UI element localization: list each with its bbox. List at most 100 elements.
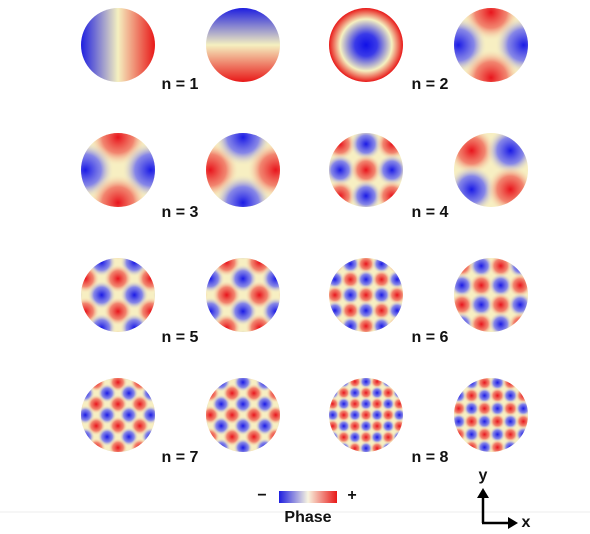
lobe	[284, 401, 311, 428]
lobe	[336, 408, 351, 422]
lobe	[108, 438, 128, 452]
lobe	[340, 269, 361, 290]
lobe	[349, 153, 383, 187]
mode-label: n = 5	[162, 329, 199, 346]
lobe	[103, 329, 133, 332]
lobe	[462, 49, 520, 82]
mode-pattern	[454, 8, 528, 82]
lobe	[381, 385, 396, 400]
lobe	[159, 401, 186, 428]
lobe	[463, 387, 480, 404]
lobe	[329, 258, 345, 274]
lobe	[359, 441, 373, 452]
lobe	[87, 313, 116, 332]
mode-label: n = 4	[412, 204, 449, 221]
lobe	[371, 300, 392, 321]
lobe	[387, 300, 403, 321]
lobe	[336, 419, 351, 433]
lobe	[375, 153, 403, 187]
lobe	[266, 405, 280, 425]
lobe	[489, 400, 506, 417]
lobe	[370, 419, 384, 433]
lobe	[486, 165, 528, 207]
mode-pattern	[206, 133, 280, 207]
lobe	[340, 300, 361, 321]
mode-pattern	[454, 378, 528, 452]
lobe	[206, 280, 209, 310]
mode-bg	[454, 378, 528, 452]
lobe	[476, 387, 493, 404]
lobes	[50, 347, 186, 483]
lobe	[329, 316, 345, 332]
lobe	[454, 378, 467, 391]
lobe	[336, 430, 351, 445]
lobe	[349, 179, 383, 207]
colorbar-label: Phase	[284, 509, 331, 526]
lobe	[392, 408, 403, 422]
lobe	[81, 280, 84, 310]
mode-pattern	[329, 133, 403, 207]
lobes	[206, 133, 280, 207]
lobe	[359, 430, 373, 445]
mode-label: n = 2	[412, 76, 449, 93]
lobe	[359, 419, 373, 433]
mode-pattern	[329, 258, 403, 332]
lobe	[489, 387, 506, 404]
lobe	[229, 456, 256, 483]
x-arrow-head	[508, 517, 518, 529]
colorbar-minus: −	[257, 487, 266, 504]
mode-pattern	[329, 378, 403, 452]
mode-pattern	[206, 8, 280, 82]
lobe	[356, 300, 376, 321]
lobe	[104, 456, 131, 483]
mode-pattern	[50, 347, 186, 483]
lobe	[103, 258, 133, 261]
lobe	[489, 413, 506, 430]
lobe	[329, 285, 345, 305]
lobe	[381, 419, 396, 433]
lobe	[387, 316, 403, 332]
y-arrow-head	[477, 488, 489, 498]
lobe	[261, 264, 280, 293]
mode-pattern	[206, 258, 280, 332]
lobe	[247, 141, 280, 199]
mode-fill	[329, 8, 403, 82]
mode-label: n = 3	[162, 204, 199, 221]
lobe	[381, 430, 396, 445]
lobe	[359, 385, 373, 400]
lobe	[469, 292, 494, 317]
lobes	[81, 133, 155, 207]
mode-pattern	[81, 8, 155, 82]
mode-label: n = 8	[412, 449, 449, 466]
lobe	[359, 397, 373, 411]
lobe	[89, 174, 147, 207]
lobes	[329, 133, 403, 207]
lobes	[81, 258, 155, 332]
mode-pattern	[454, 258, 528, 332]
lobe	[392, 385, 403, 400]
lobes	[454, 8, 528, 82]
lobe	[359, 408, 373, 422]
mode-pattern	[329, 8, 403, 82]
lobe	[375, 179, 403, 207]
lobe	[515, 426, 528, 443]
lobe	[104, 347, 131, 374]
lobe	[120, 313, 149, 332]
y-axis-label: y	[479, 467, 488, 484]
lobe	[261, 297, 280, 326]
lobe	[502, 387, 519, 404]
lobe	[463, 400, 480, 417]
lobe	[476, 426, 493, 443]
lobe	[50, 401, 77, 428]
lobe	[469, 273, 494, 298]
lobe	[515, 378, 528, 391]
lobe	[371, 316, 392, 332]
lobe	[329, 441, 340, 452]
lobe	[381, 408, 396, 422]
lobe	[348, 419, 362, 433]
lobe	[370, 430, 384, 445]
lobe	[463, 413, 480, 430]
lobe	[348, 397, 362, 411]
mode-label: n = 6	[412, 329, 449, 346]
